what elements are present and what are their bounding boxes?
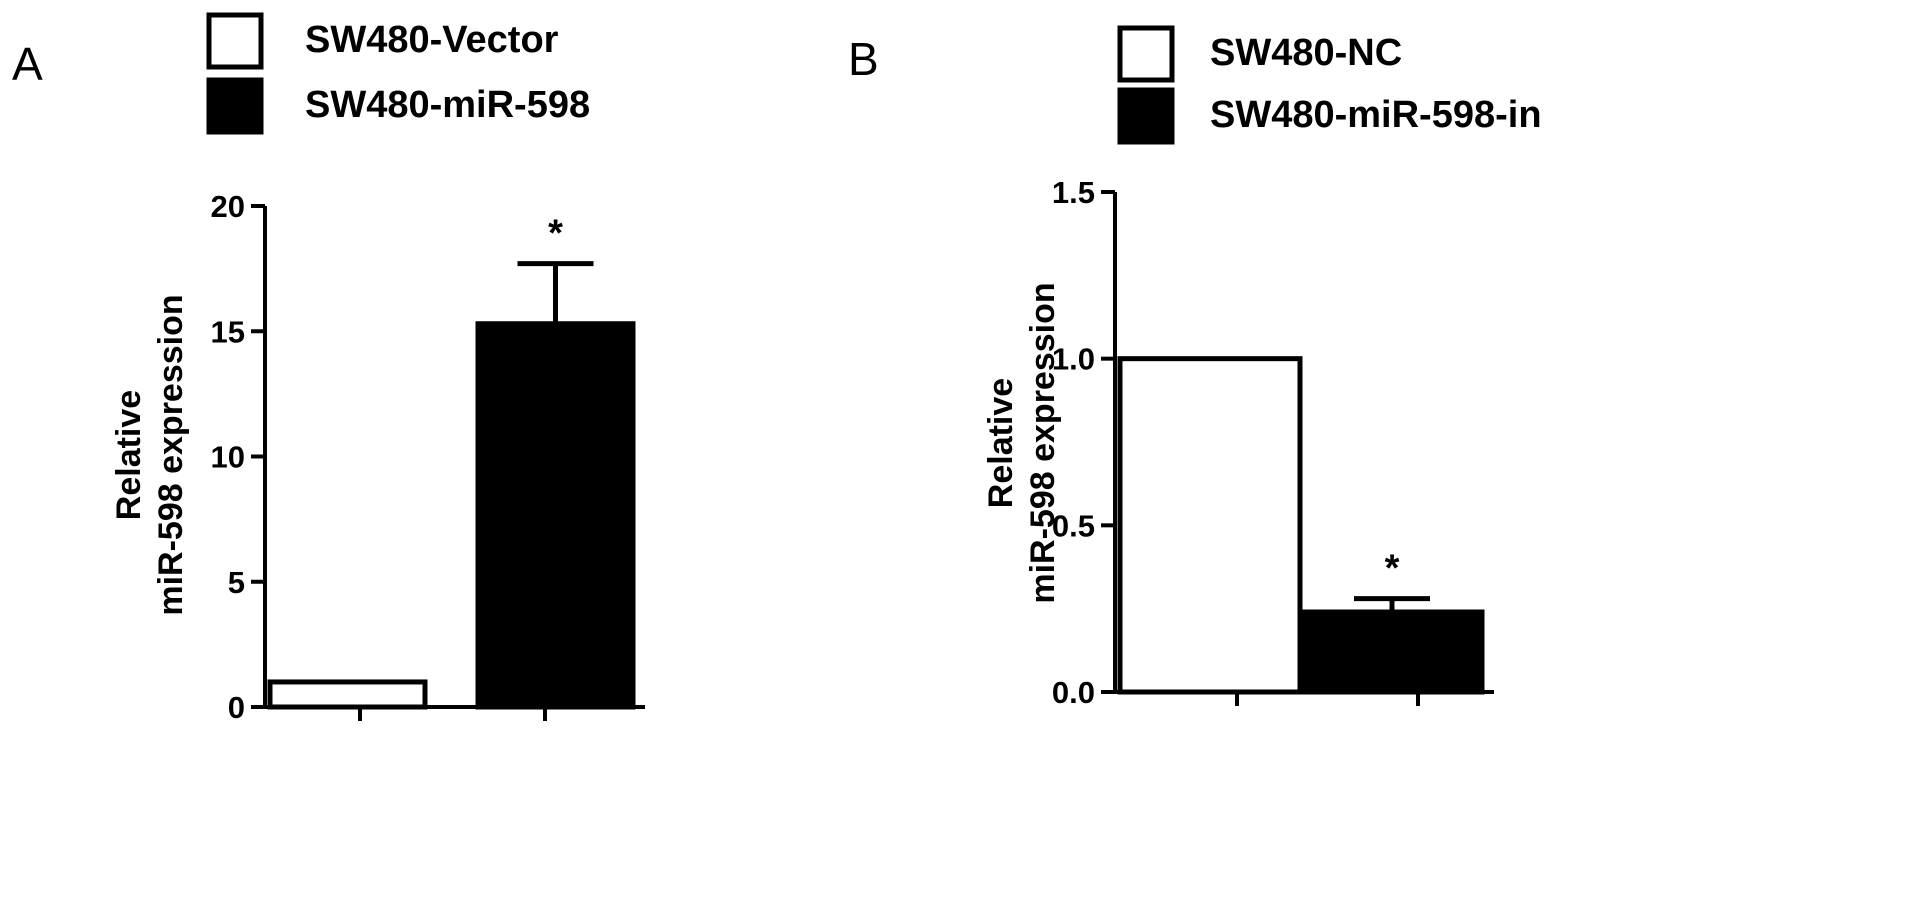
legend-swatch <box>1117 25 1175 83</box>
y-axis-title-line: miR-598 expression <box>1024 282 1062 603</box>
legend-label: SW480-Vector <box>305 19 559 61</box>
y-tick-label: 0.5 <box>1052 508 1095 543</box>
y-tick-label: 5 <box>228 565 245 600</box>
y-tick-label: 1.0 <box>1052 342 1095 377</box>
bar <box>1117 356 1303 695</box>
significance-star: * <box>1385 548 1400 590</box>
bar <box>267 679 428 710</box>
legend-swatch <box>206 12 264 70</box>
legend-label: SW480-miR-598-in <box>1210 94 1542 136</box>
panel-label: A <box>12 38 43 90</box>
legend-swatch <box>206 77 264 135</box>
y-axis-title: Relative miR-598 expression <box>982 282 1062 603</box>
panel-a: A SW480-Vector SW480-miR-598 0 5 10 15 20 Relati… <box>12 12 645 725</box>
y-tick-label: 0 <box>228 690 245 725</box>
y-tick-label: 1.5 <box>1052 175 1095 210</box>
panel-label: B <box>848 33 879 85</box>
legend-label: SW480-miR-598 <box>305 84 590 126</box>
y-tick-label: 20 <box>211 189 245 224</box>
y-tick-label: 15 <box>211 314 245 349</box>
y-axis-title-line: Relative <box>110 390 148 520</box>
panel-b: B SW480-NC SW480-miR-598-in 0.0 0.5 1.0 1.5 Rel… <box>848 25 1542 710</box>
legend-swatch <box>1117 87 1175 145</box>
bar <box>475 321 636 710</box>
y-axis-title-line: Relative <box>982 378 1020 508</box>
significance-star: * <box>548 213 563 255</box>
y-tick-label: 10 <box>211 440 245 475</box>
bar <box>1299 609 1485 695</box>
y-axis-title: Relative miR-598 expression <box>110 294 190 615</box>
legend-label: SW480-NC <box>1210 32 1402 74</box>
y-axis-title-line: miR-598 expression <box>152 294 190 615</box>
y-tick-label: 0.0 <box>1052 675 1095 710</box>
